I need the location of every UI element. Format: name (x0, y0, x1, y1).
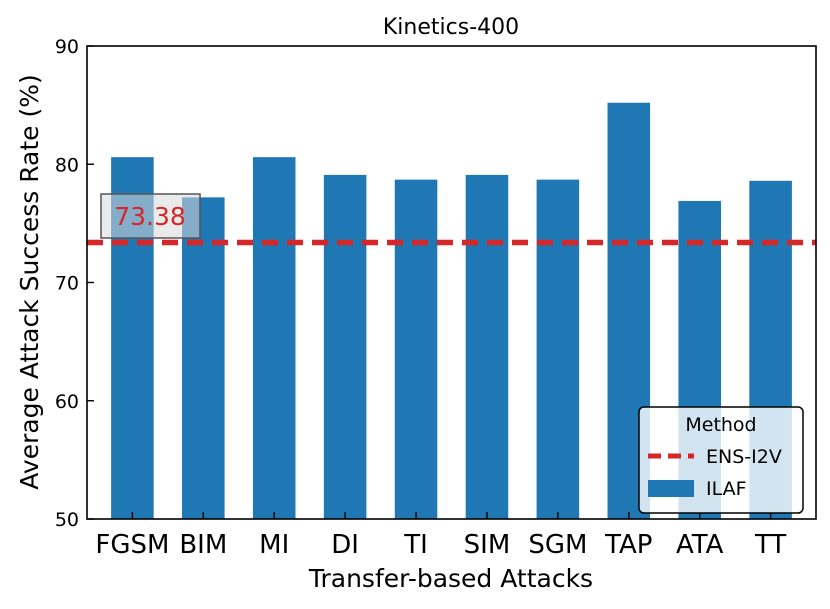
bar-ti (394, 179, 438, 519)
legend: Method ENS-I2V ILAF (638, 406, 804, 514)
legend-swatch-ilaf (648, 480, 694, 497)
reference-value-box: 73.38 (100, 193, 201, 239)
x-ticks: FGSM BIM MI DI TI SIM SGM TAP ATA TT (95, 512, 786, 560)
bar-mi (252, 157, 296, 519)
x-tick-label-sgm: SGM (528, 530, 587, 560)
y-tick-label-70: 70 (55, 273, 79, 295)
y-axis-label: Average Attack Success Rate (%) (15, 74, 44, 489)
y-tick-label-80: 80 (55, 154, 79, 176)
y-tick-label-60: 60 (55, 391, 79, 413)
legend-label-ens-i2v: ENS-I2V (706, 446, 782, 468)
bar-sgm (536, 179, 580, 519)
x-tick-label-bim: BIM (179, 530, 227, 560)
y-ticks: 50 60 70 80 90 (55, 36, 94, 531)
reference-value-label: 73.38 (114, 202, 186, 231)
x-tick-label-ti: TI (403, 530, 428, 560)
x-tick-label-tap: TAP (604, 530, 652, 560)
x-tick-label-di: DI (331, 530, 359, 560)
x-axis-label: Transfer-based Attacks (308, 564, 593, 593)
x-tick-label-mi: MI (259, 530, 289, 560)
bar-bim (182, 197, 225, 520)
x-tick-label-tt: TT (754, 530, 786, 560)
legend-label-ilaf: ILAF (706, 478, 747, 500)
bar-di (323, 174, 367, 519)
reference-value-box-frame (100, 193, 201, 239)
x-tick-label-fgsm: FGSM (95, 530, 169, 560)
y-tick-label-90: 90 (55, 36, 79, 58)
bar-sim (465, 174, 509, 519)
x-tick-label-sim: SIM (464, 530, 511, 560)
y-tick-label-50: 50 (55, 509, 79, 531)
legend-title: Method (685, 414, 756, 436)
chart-title: Kinetics-400 (383, 15, 519, 40)
x-tick-label-ata: ATA (676, 530, 724, 560)
